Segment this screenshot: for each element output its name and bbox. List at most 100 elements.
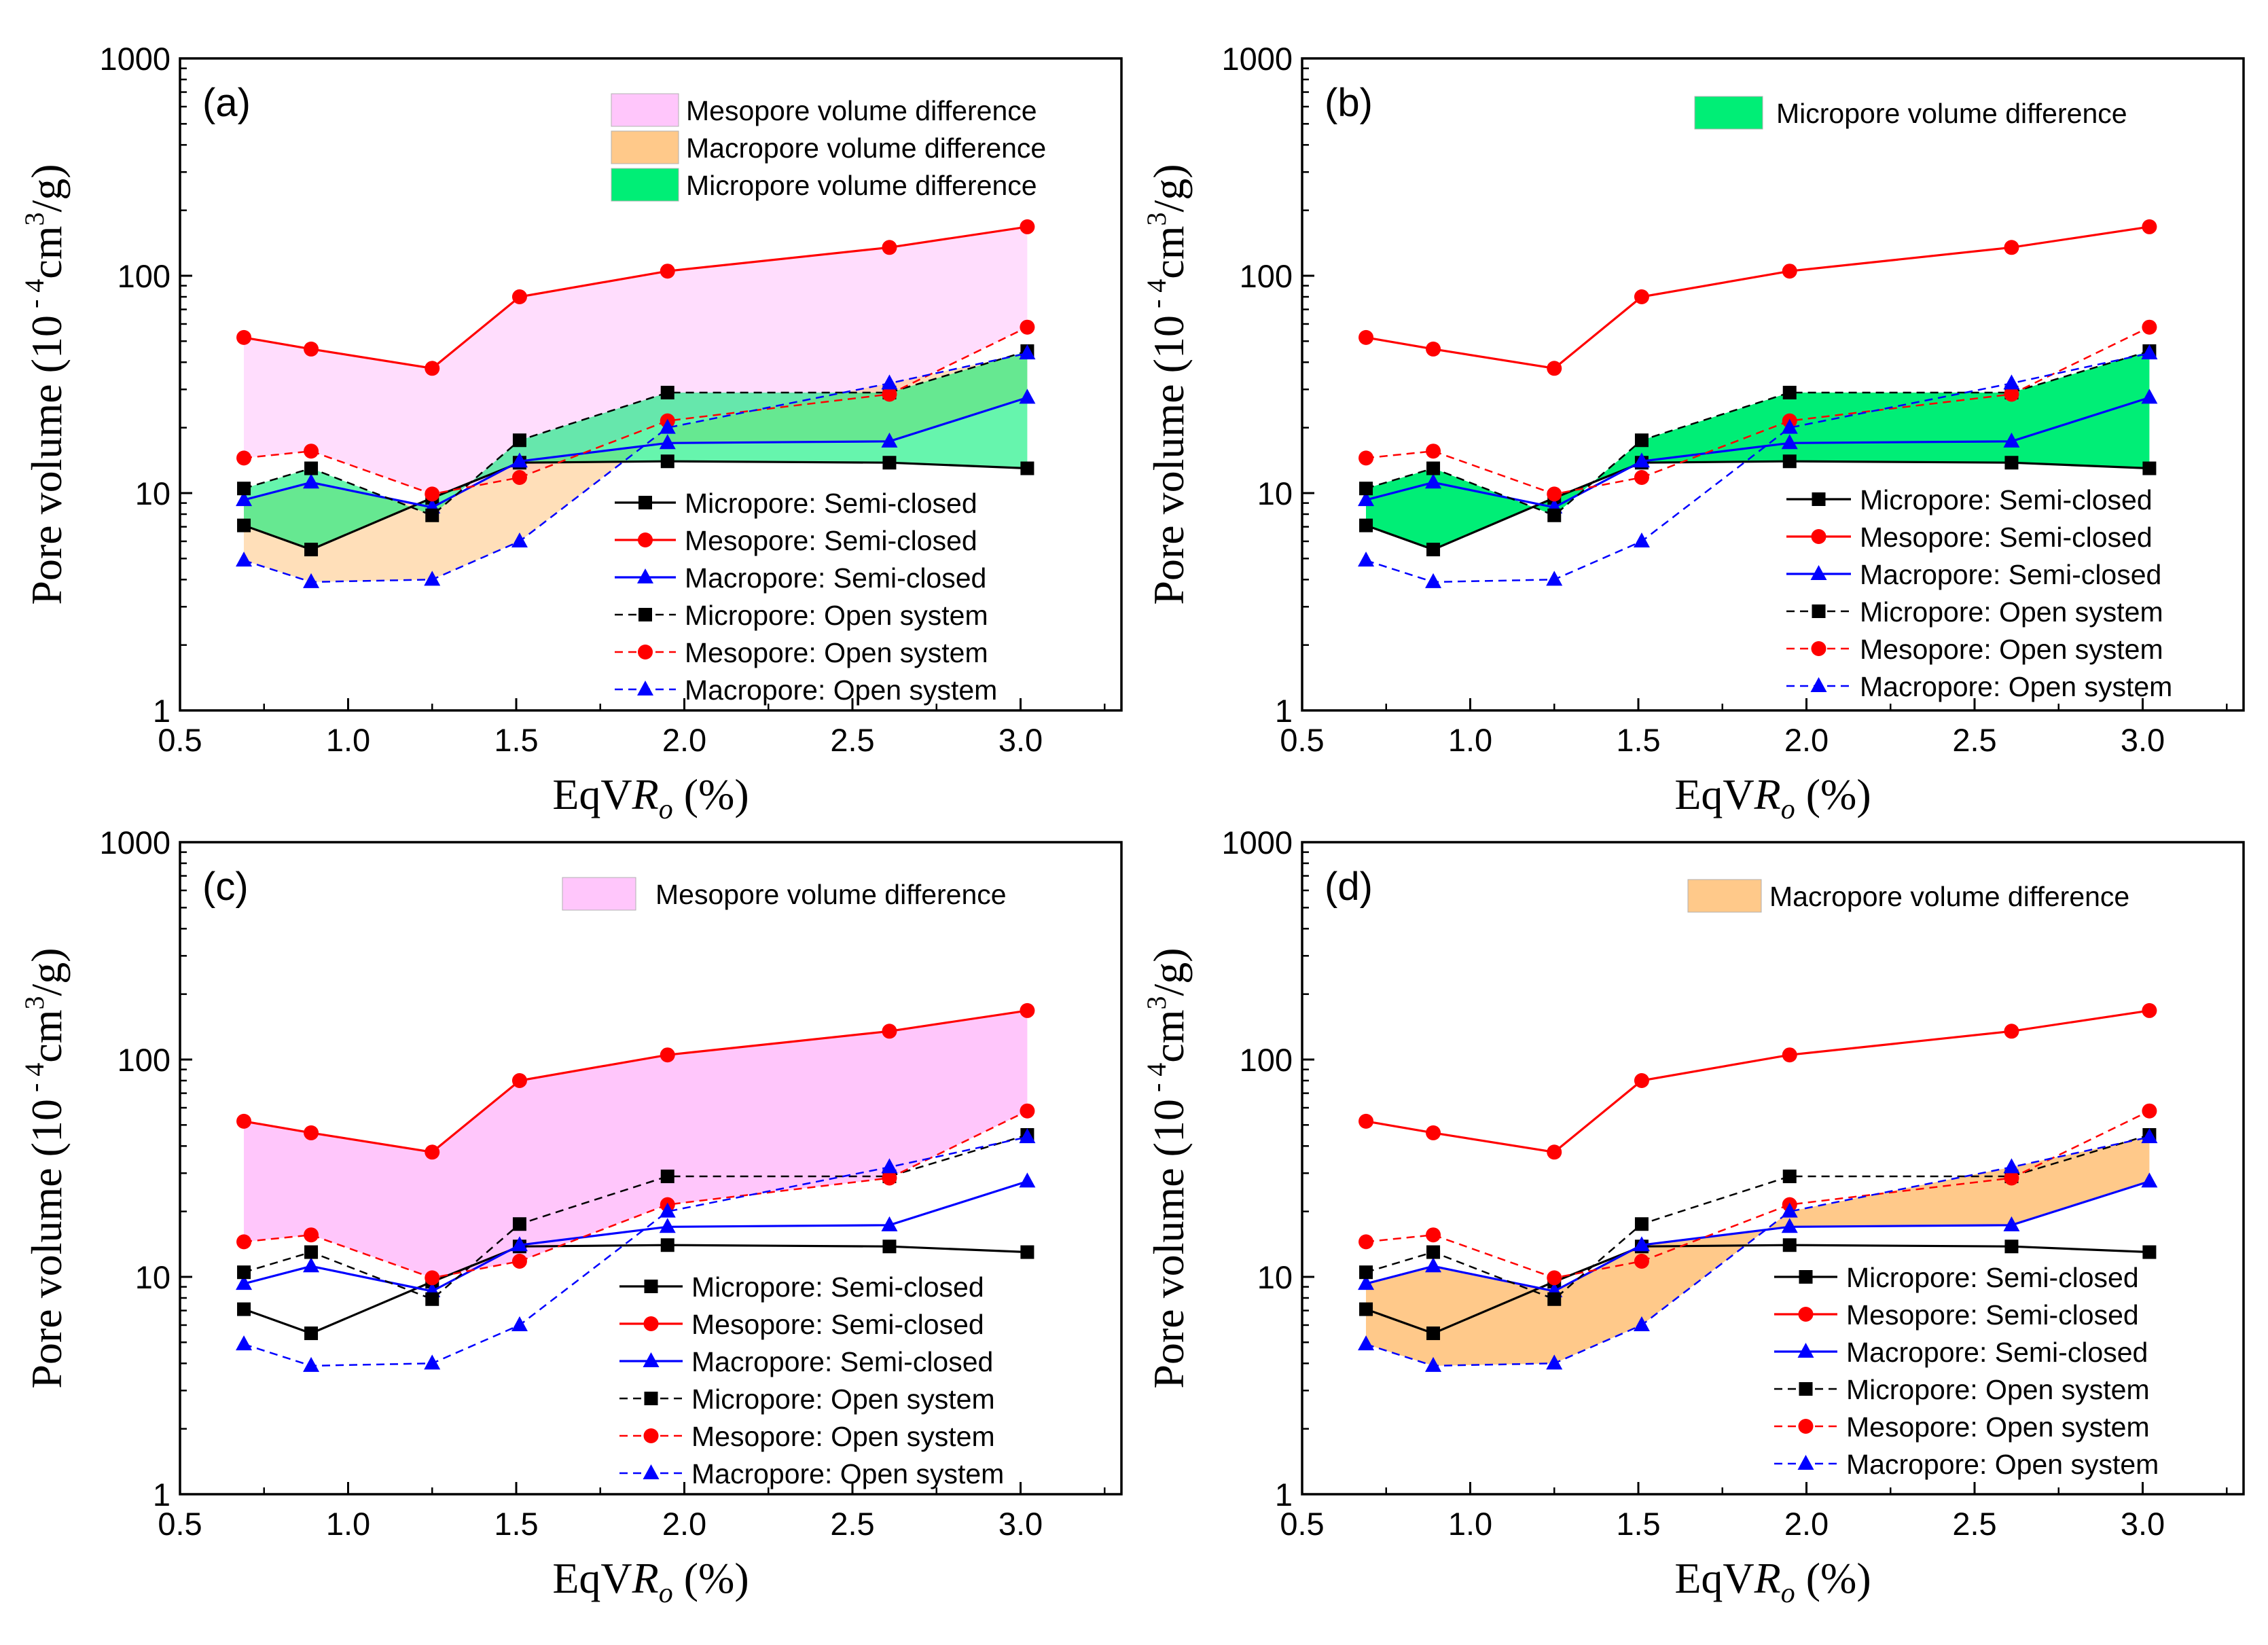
legend-series-marker-circle [638, 645, 653, 659]
data-point-circle [882, 1024, 897, 1039]
y-tick-label: 1 [1275, 693, 1293, 729]
data-point-square [660, 386, 674, 400]
legend-series-label: Micropore: Open system [1846, 1374, 2150, 1405]
x-tick-label: 1.0 [1448, 1506, 1492, 1542]
legend-fill-swatch [611, 93, 679, 127]
data-point-triangle [1358, 491, 1375, 507]
y-axis-label-sup: - 4 [1141, 1063, 1172, 1099]
legend-series-label: Micropore: Semi-closed [1860, 484, 2153, 516]
data-point-triangle [881, 1158, 898, 1174]
x-tick-label: 3.0 [998, 722, 1043, 758]
x-axis-label-tail: (%) [673, 1554, 749, 1602]
data-point-circle [1020, 1002, 1035, 1018]
x-axis-label-main: EqV [1674, 770, 1754, 818]
x-axis-label-main: EqV [552, 770, 632, 818]
legend-fill-swatch [611, 168, 679, 202]
data-point-square [1782, 454, 1797, 469]
legend-series-label: Macropore: Open system [691, 1458, 1004, 1489]
y-tick-label: 10 [135, 475, 170, 511]
plot-frame [1301, 841, 2245, 1496]
y-tick-label: 100 [1240, 1042, 1293, 1078]
data-point-triangle [1781, 1202, 1798, 1218]
data-point-circle [236, 1234, 252, 1250]
data-point-square [237, 1265, 251, 1280]
x-axis-label-main: EqV [1674, 1554, 1754, 1602]
legend-series-marker-circle [643, 1316, 659, 1331]
panel-label: (c) [202, 865, 249, 909]
data-point-triangle [1358, 552, 1375, 567]
legend-series-label: Micropore: Open system [685, 600, 988, 631]
legend-fill-swatch [611, 130, 679, 164]
legend-series-label: Macropore: Open system [685, 674, 997, 706]
data-point-triangle [511, 1316, 528, 1331]
data-point-square [882, 1240, 897, 1254]
x-axis-label: EqVRo (%) [552, 1554, 749, 1609]
data-point-circle [1634, 1253, 1649, 1269]
y-tick-label: 100 [118, 1042, 170, 1078]
x-axis-label-italic: R [632, 770, 659, 818]
data-point-circle [304, 1227, 319, 1243]
x-tick-label: 0.5 [158, 1506, 202, 1542]
legend-fill-label: Macropore volume difference [686, 132, 1046, 164]
data-point-circle [1426, 444, 1441, 459]
x-tick-label: 2.5 [1952, 722, 1996, 758]
legend-series-marker-circle [1811, 529, 1826, 544]
data-point-triangle [1019, 1172, 1036, 1188]
x-axis-label-italic: R [632, 1554, 659, 1602]
data-point-square [1359, 1302, 1373, 1316]
data-point-circle [511, 289, 527, 305]
data-point-square [304, 543, 319, 557]
data-point-triangle [2003, 374, 2020, 390]
x-tick-label: 0.5 [158, 722, 202, 758]
data-point-triangle [424, 571, 441, 586]
data-point-circle [425, 1144, 440, 1160]
data-point-triangle [659, 1202, 676, 1218]
panel-c: 1 10 100 1000 0.5 1.0 1.5 2.0 2.5 3.0 (c) Mesopore … [19, 825, 1123, 1609]
fill-macro-difference [1366, 1137, 2150, 1366]
data-point-circle [1358, 1234, 1374, 1250]
panel-label: (a) [202, 81, 251, 125]
legend-series-marker-square [1812, 492, 1826, 506]
x-axis-label-tail: (%) [1795, 1554, 1871, 1602]
data-point-square [425, 1292, 439, 1306]
y-axis-label-sup: - 4 [1141, 279, 1172, 315]
legend-series-marker-triangle [643, 1352, 660, 1367]
data-point-circle [236, 329, 252, 345]
y-tick-label: 10 [1257, 1259, 1293, 1295]
series-line-1 [1365, 225, 2150, 369]
data-point-circle [425, 486, 440, 502]
data-point-triangle [303, 1356, 320, 1372]
legend-fill-swatch [1687, 879, 1762, 913]
y-axis-label: Pore volume (10 - 4cm3/g) [19, 947, 71, 1388]
data-point-triangle [1781, 418, 1798, 434]
data-point-triangle [2141, 1172, 2158, 1188]
y-tick-label: 1 [153, 1477, 170, 1513]
data-point-square [1020, 1245, 1034, 1259]
data-point-square [1359, 1265, 1373, 1280]
data-point-triangle [303, 1257, 320, 1273]
data-point-triangle [236, 1275, 253, 1290]
x-tick-label: 1.0 [326, 1506, 370, 1542]
y-axis-label-sup: - 4 [19, 279, 50, 315]
x-tick-label: 0.5 [1280, 1506, 1324, 1542]
data-point-square [425, 508, 439, 522]
legend-series-marker-circle [638, 532, 653, 547]
data-point-triangle [1546, 571, 1563, 586]
data-point-circle [1426, 341, 1441, 357]
data-point-square [512, 1217, 526, 1231]
y-axis-label-sup: - 4 [19, 1063, 50, 1099]
data-point-circle [1358, 450, 1374, 466]
legend-series-label: Macropore: Semi-closed [691, 1346, 993, 1377]
data-point-triangle [881, 432, 898, 448]
x-axis-label-sub: o [659, 794, 673, 825]
x-tick-label: 3.0 [2121, 1506, 2165, 1542]
fill-meso-difference [244, 226, 1028, 494]
data-point-square [2142, 461, 2157, 475]
data-point-triangle [1546, 1354, 1563, 1370]
legend-series-label: Mesopore: Semi-closed [685, 525, 977, 556]
legend-series-label: Mesopore: Open system [1860, 634, 2163, 665]
y-axis-label-tail: /g) [1145, 164, 1193, 212]
data-point-triangle [2003, 1158, 2020, 1174]
legend-series-marker-square [638, 496, 652, 509]
legend-series-label: Mesopore: Semi-closed [1860, 522, 2153, 553]
